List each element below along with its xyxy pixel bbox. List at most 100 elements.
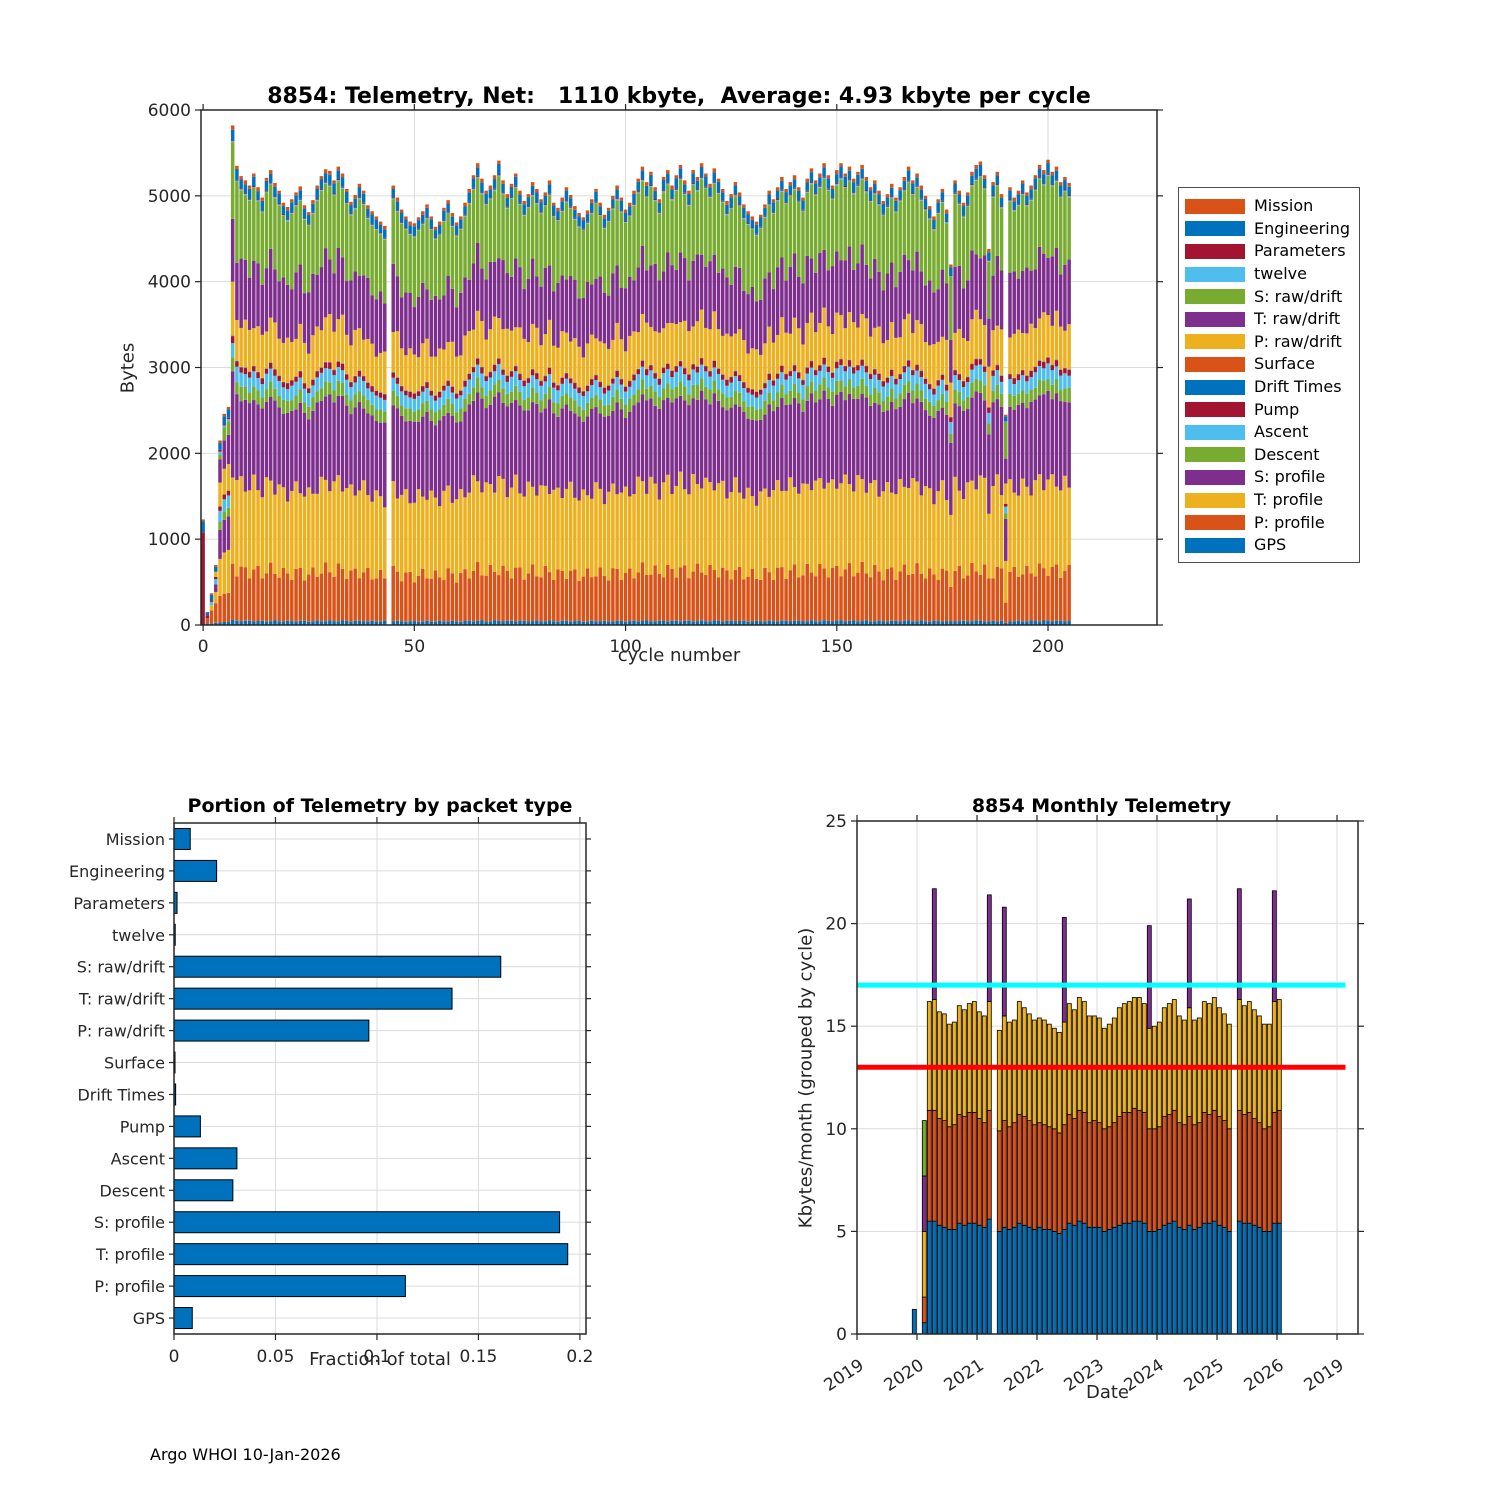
cycle-bar-segment: [471, 189, 476, 264]
cycle-bar-segment: [340, 187, 345, 189]
cycle-bar-segment: [594, 380, 598, 396]
cycle-bar-segment: [1063, 330, 1067, 368]
cycle-bar-segment: [412, 223, 417, 227]
cycle-bar-segment: [564, 393, 569, 405]
cycle-bar-segment: [902, 190, 907, 192]
cycle-bar-segment: [421, 211, 425, 215]
monthly-bar-segment: [986, 1109, 992, 1220]
cycle-bar-segment: [775, 334, 780, 374]
cycle-bar-segment: [742, 218, 746, 220]
cycle-bar-segment: [442, 404, 446, 416]
cycle-bar-segment: [687, 380, 691, 395]
monthly-bar-segment: [1056, 1132, 1062, 1234]
cycle-bar-segment: [704, 266, 708, 328]
cycle-bar-segment: [687, 578, 691, 621]
cycle-bar-segment: [340, 363, 345, 371]
cycle-bar-segment: [868, 336, 873, 374]
cycle-bar-segment: [226, 417, 231, 419]
cycle-bar-segment: [720, 188, 725, 193]
cycle-bar-segment: [725, 410, 729, 499]
cycle-bar-segment: [885, 205, 890, 207]
cycle-bar-segment: [328, 184, 332, 186]
cycle-bar-segment: [268, 317, 273, 363]
cycle-bar-segment: [344, 578, 349, 621]
cycle-bar-segment: [1025, 192, 1029, 197]
cycle-bar-segment: [915, 251, 919, 321]
cycle-bar-segment: [809, 312, 814, 361]
cycle-bar-segment: [446, 398, 450, 413]
cycle-bar-segment: [585, 343, 590, 386]
cycle-bar-segment: [965, 482, 970, 576]
cycle-bar-segment: [729, 197, 733, 208]
cycle-bar-segment: [252, 621, 256, 625]
monthly-bar-segment: [1006, 1021, 1012, 1128]
monthly-bar-segment: [1256, 1226, 1262, 1335]
cycle-bar-segment: [792, 564, 797, 621]
cycle-bar-segment: [421, 222, 425, 224]
cycle-bar-segment: [805, 191, 809, 193]
cycle-bar-segment: [839, 391, 843, 484]
cycle-bar-segment: [961, 202, 966, 207]
cycle-bar-segment: [953, 570, 957, 622]
cycle-bar-segment: [767, 379, 771, 393]
cycle-bar-segment: [674, 620, 679, 625]
cycle-bar-segment: [801, 399, 805, 412]
cycle-bar-segment: [847, 379, 852, 394]
cycle-bar-segment: [932, 292, 936, 345]
cycle-bar-segment: [987, 318, 991, 367]
cycle-bar-segment: [568, 621, 573, 625]
cycle-bar-segment: [332, 273, 336, 332]
cycle-bar-segment: [594, 375, 598, 381]
monthly-bar-segment: [1171, 1220, 1177, 1335]
cycle-bar-segment: [606, 222, 611, 296]
cycle-bar-segment: [898, 271, 902, 338]
legend-label: Mission: [1254, 196, 1314, 216]
cycle-bar-segment: [450, 620, 455, 625]
cycle-bar-segment: [885, 569, 890, 622]
cycle-bar-segment: [590, 379, 594, 386]
cycle-bar-segment: [1020, 621, 1025, 625]
cycle-bar-segment: [1020, 193, 1025, 195]
cycle-bar-segment: [915, 621, 919, 625]
cycle-bar-segment: [1058, 490, 1063, 578]
cycle-bar-segment: [535, 188, 539, 193]
cycle-bar-segment: [484, 381, 488, 396]
cycle-bar-segment: [467, 578, 472, 621]
cycle-bar-segment: [881, 580, 886, 622]
portion-bar: [173, 955, 502, 978]
cycle-bar-segment: [408, 234, 412, 294]
cycle-bar-segment: [936, 385, 940, 401]
cycle-bar-segment: [699, 390, 704, 489]
monthly-bar-segment: [1211, 1220, 1217, 1335]
cycle-bar-segment: [767, 203, 771, 205]
cycle-bar-segment: [615, 185, 619, 190]
cycle-bar-segment: [911, 621, 915, 625]
cycle-bar-segment: [480, 575, 484, 621]
cycle-bar-segment: [965, 195, 970, 205]
cycle-bar-segment: [467, 202, 472, 204]
monthly-bar-segment: [996, 1231, 1002, 1335]
monthly-bar-segment: [1146, 1027, 1152, 1130]
cycle-bar-segment: [454, 393, 459, 399]
monthly-bar-segment: [1251, 1118, 1257, 1226]
cycle-bar-segment: [214, 571, 218, 577]
legend-item: T: raw/drift: [1179, 308, 1359, 331]
cycle-bar-segment: [644, 196, 649, 198]
legend-item: twelve: [1179, 263, 1359, 286]
cycle-bar-segment: [657, 212, 662, 214]
cycle-bar-segment: [349, 400, 353, 415]
cycle-bar-segment: [239, 372, 243, 387]
cycle-bar-segment: [953, 389, 957, 404]
cycle-bar-segment: [733, 371, 738, 377]
cycle-bar-segment: [628, 568, 632, 622]
cycle-bar-segment: [298, 199, 303, 201]
cycle-bar-segment: [644, 369, 649, 376]
cycle-bar-segment: [729, 620, 733, 625]
cycle-bar-segment: [691, 260, 695, 327]
cycle-bar-segment: [328, 186, 332, 260]
cycle-bar-segment: [674, 324, 679, 366]
cycle-bar-segment: [911, 573, 915, 622]
monthly-bar-segment: [1071, 1118, 1077, 1226]
cycle-bar-segment: [788, 185, 793, 195]
cycle-bar-segment: [492, 384, 497, 397]
